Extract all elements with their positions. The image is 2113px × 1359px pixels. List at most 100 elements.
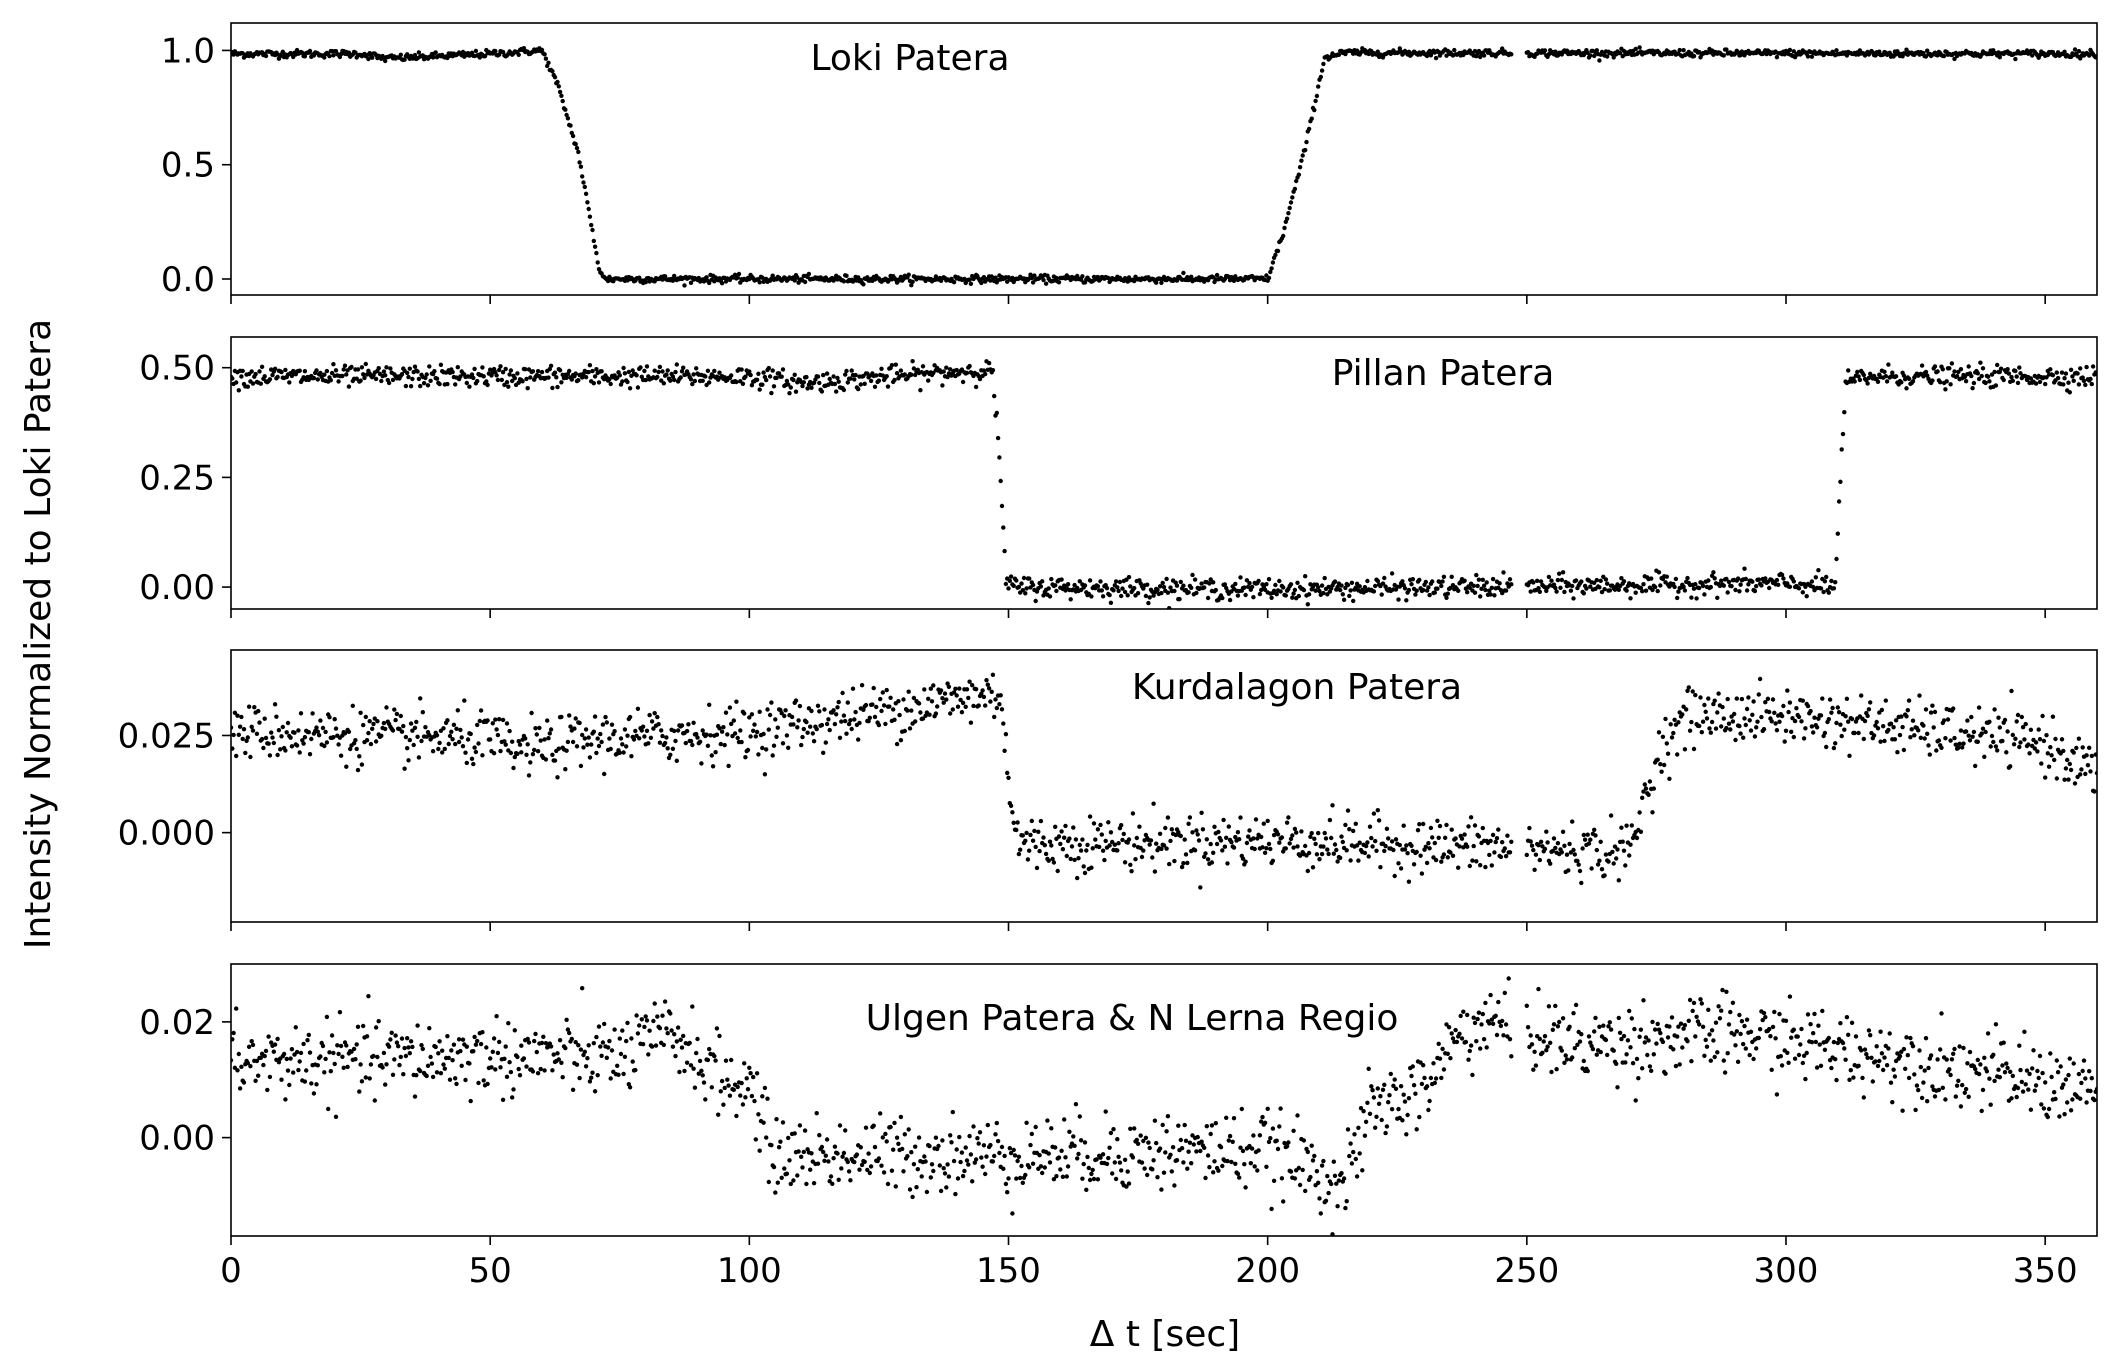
data-point	[647, 1028, 652, 1033]
data-point	[327, 53, 332, 59]
data-point	[642, 734, 647, 739]
data-point	[811, 739, 817, 744]
data-point	[1925, 48, 1930, 53]
data-point	[1570, 819, 1575, 824]
data-point	[1190, 572, 1195, 578]
data-point	[1586, 841, 1592, 846]
data-point	[811, 1181, 817, 1186]
data-point	[1711, 701, 1716, 707]
data-point	[441, 726, 446, 731]
data-point	[797, 1123, 803, 1128]
data-point	[1326, 851, 1331, 857]
data-point	[617, 1036, 622, 1041]
data-point	[618, 736, 624, 741]
data-point	[657, 1026, 663, 1031]
data-point	[747, 715, 752, 720]
data-point	[745, 747, 751, 753]
data-point	[384, 365, 389, 370]
data-point	[1409, 843, 1414, 848]
data-point	[1809, 724, 1815, 729]
data-point	[1041, 835, 1046, 840]
data-point	[1733, 737, 1738, 743]
data-point	[1269, 595, 1274, 600]
data-point	[749, 383, 755, 388]
data-point	[876, 378, 882, 383]
panel: 0.00.51.0 Loki Patera	[161, 22, 2098, 304]
data-point	[446, 1055, 451, 1061]
data-point	[2040, 713, 2045, 719]
data-point	[1996, 715, 2001, 720]
data-point	[1693, 692, 1698, 698]
data-point	[1542, 48, 1548, 53]
data-point	[1082, 870, 1088, 876]
data-point	[788, 1181, 793, 1187]
data-point	[745, 1087, 751, 1092]
data-point	[988, 1142, 993, 1148]
data-point	[576, 1043, 581, 1048]
data-point	[1173, 832, 1178, 838]
data-point	[697, 739, 703, 744]
data-point	[436, 1051, 441, 1056]
data-point	[338, 1043, 344, 1049]
data-point	[1237, 837, 1242, 842]
data-point	[608, 1076, 613, 1081]
data-point	[884, 687, 889, 693]
data-point	[1249, 584, 1255, 590]
series-points	[231, 45, 2097, 288]
data-point	[442, 746, 447, 752]
data-point	[592, 1089, 598, 1094]
data-point	[643, 280, 648, 285]
data-point	[473, 749, 479, 755]
data-point	[1812, 715, 1817, 720]
data-point	[472, 745, 477, 750]
data-point	[1987, 719, 1992, 724]
data-point	[834, 389, 839, 394]
data-point	[1507, 577, 1513, 582]
data-point	[707, 280, 712, 286]
data-point	[572, 726, 577, 731]
data-point	[1904, 386, 1909, 391]
data-point	[1028, 272, 1033, 277]
data-point	[476, 1080, 481, 1086]
data-point	[1721, 583, 1727, 588]
data-point	[980, 1164, 985, 1169]
data-point	[1042, 843, 1048, 848]
data-point	[358, 1062, 363, 1067]
data-point	[438, 1071, 444, 1076]
data-point	[1313, 588, 1318, 593]
data-point	[580, 174, 585, 179]
data-point	[1725, 696, 1730, 702]
data-point	[625, 379, 630, 385]
data-point	[465, 737, 471, 742]
data-point	[841, 279, 847, 284]
data-point	[735, 275, 740, 280]
data-point	[500, 370, 506, 375]
data-point	[1474, 859, 1479, 864]
data-point	[1077, 579, 1083, 584]
data-point	[670, 746, 676, 751]
y-tick-label: 0.50	[139, 349, 215, 389]
data-point	[388, 1037, 393, 1042]
data-point	[473, 1042, 479, 1047]
data-point	[1247, 828, 1252, 833]
data-point	[266, 1034, 271, 1039]
data-point	[1103, 838, 1108, 844]
data-point	[713, 750, 718, 755]
data-point	[1467, 863, 1473, 869]
data-point	[2052, 757, 2057, 763]
data-point	[239, 1064, 244, 1070]
series-points	[231, 359, 2097, 609]
data-point	[1719, 724, 1724, 729]
data-point	[2048, 367, 2053, 372]
data-point	[1059, 829, 1064, 834]
data-point	[1370, 844, 1375, 849]
data-point	[1089, 865, 1094, 870]
data-point	[595, 1073, 600, 1078]
data-point	[1021, 575, 1027, 581]
data-point	[849, 726, 854, 732]
data-point	[918, 388, 923, 393]
data-point	[415, 369, 420, 374]
data-point	[879, 1163, 884, 1168]
data-point	[1102, 857, 1107, 863]
data-point	[506, 384, 511, 389]
